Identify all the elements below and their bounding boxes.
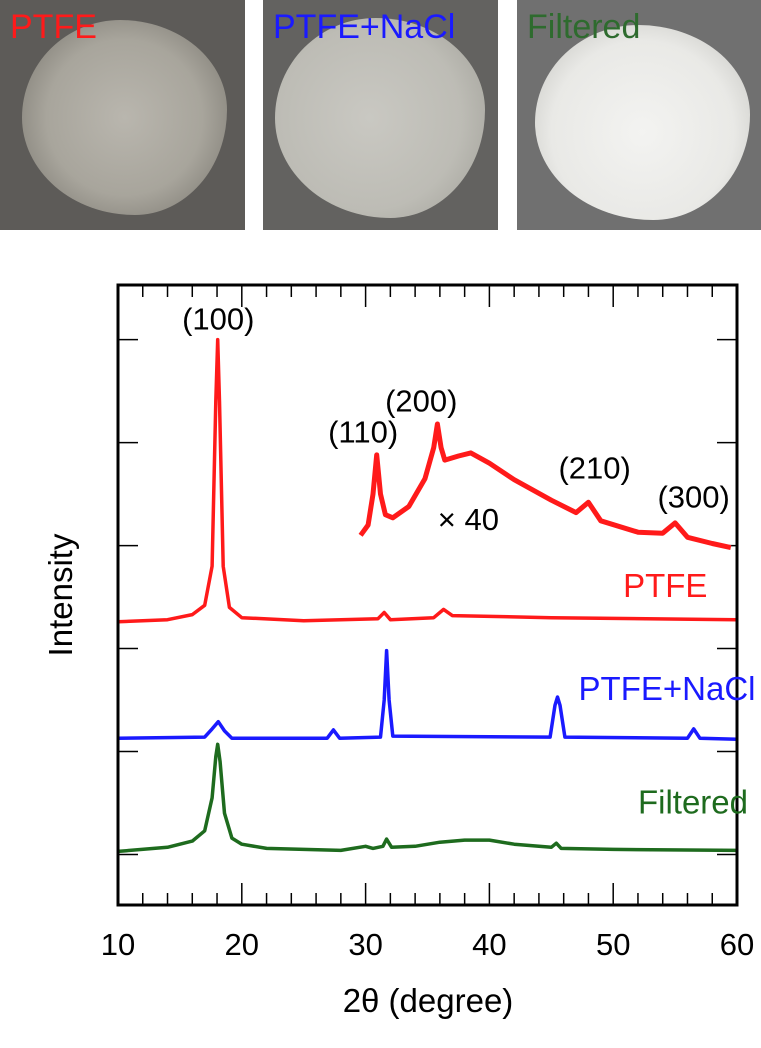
x-tick-label: 30: [348, 927, 382, 962]
peak-annotation: (300): [657, 479, 729, 514]
x-tick-label: 50: [596, 927, 630, 962]
series-line--40: [358, 421, 732, 551]
peak-annotation: (110): [328, 415, 398, 450]
text-labels: 10 20 30 40 50 60 PTFE PTFE+NaCl Filtered (100) (1…: [101, 301, 756, 962]
series-label: PTFE: [623, 567, 707, 604]
photo-ptfe: PTFE: [0, 0, 245, 230]
photo-label-ptfe-nacl: PTFE+NaCl: [273, 8, 456, 46]
peak-annotation: (200): [385, 384, 457, 419]
series-label: Filtered: [638, 783, 748, 820]
series-line-filtered: [117, 742, 738, 854]
photo-filtered: Filtered: [517, 0, 761, 230]
peak-annotation: (210): [558, 451, 630, 486]
x-tick-label: 60: [720, 927, 754, 962]
series-line-ptfe: [117, 337, 738, 624]
y-axis-label: Intensity: [42, 533, 79, 656]
photo-ptfe-nacl: PTFE+NaCl: [263, 0, 498, 230]
plot-frame: [116, 283, 739, 907]
series-label: PTFE+NaCl: [579, 670, 756, 707]
photo-label-filtered: Filtered: [527, 8, 641, 46]
series-line-ptfe-nacl: [117, 648, 738, 741]
x-tick-label: 20: [225, 927, 259, 962]
peak-annotation: × 40: [438, 502, 499, 537]
x-axis-label: 2θ (degree): [343, 982, 514, 1019]
peak-annotation: (100): [182, 301, 254, 336]
x-tick-label: 10: [101, 927, 135, 962]
series-lines: [117, 337, 738, 854]
x-tick-label: 40: [472, 927, 506, 962]
photo-label-ptfe: PTFE: [10, 8, 97, 46]
